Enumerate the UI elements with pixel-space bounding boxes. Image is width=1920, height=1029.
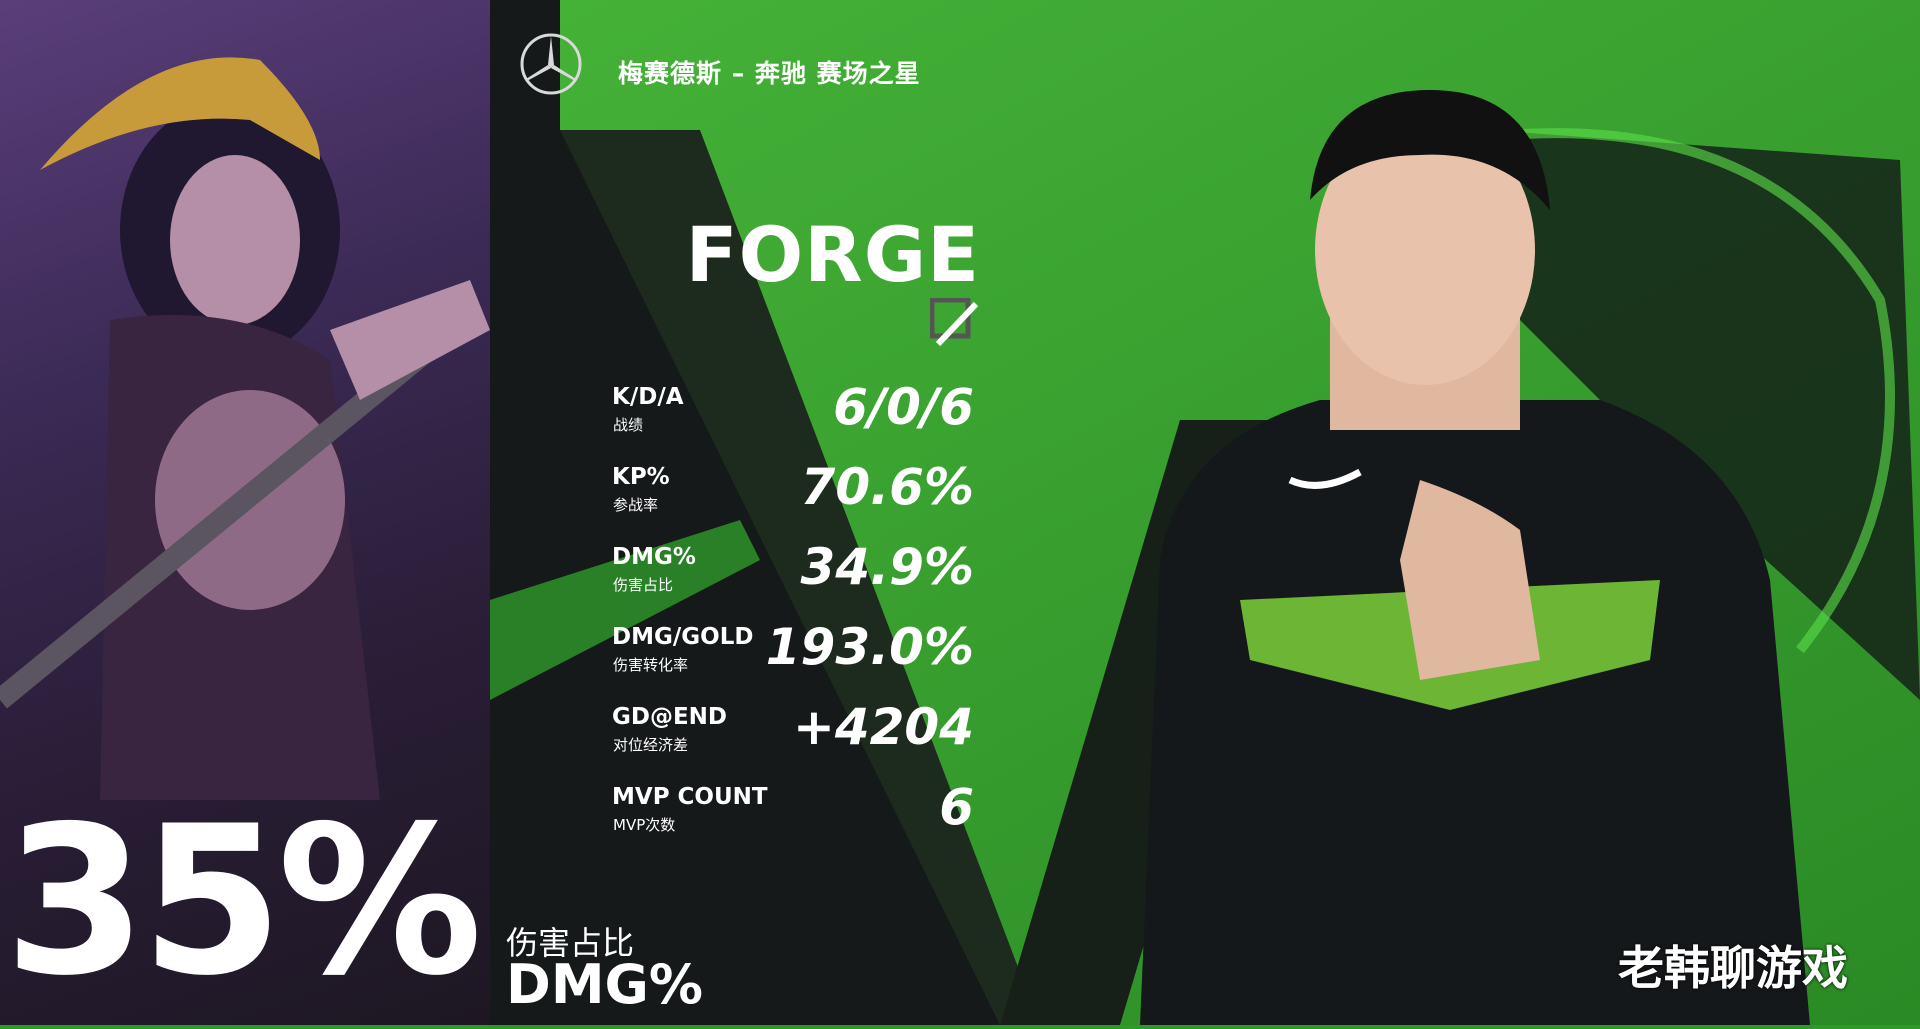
stat-value: 193.0%: [765, 618, 974, 676]
stat-mvp-count: MVP COUNT MVP次数 6: [612, 778, 974, 848]
stat-sublabel: 伤害占比: [613, 576, 674, 594]
stat-kda: K/D/A 战绩 6/0/6: [612, 378, 974, 448]
stat-sublabel: 对位经济差: [613, 736, 689, 754]
sponsor-title: 梅赛德斯 – 奔驰 赛场之星: [618, 59, 921, 88]
stat-label: GD@END: [612, 704, 728, 730]
player-name: FORGE: [685, 210, 980, 299]
mercedes-benz-star-icon: [520, 33, 582, 95]
stat-value: 6: [939, 778, 974, 836]
stat-value: +4204: [792, 698, 974, 756]
stat-dmg-share: DMG% 伤害占比 34.9%: [612, 538, 974, 608]
champion-splash-art: [0, 0, 490, 1025]
stat-label: MVP COUNT: [612, 784, 768, 810]
stat-value: 70.6%: [800, 458, 974, 516]
stat-sublabel: MVP次数: [613, 816, 676, 834]
stat-kp: KP% 参战率 70.6%: [612, 458, 974, 528]
champion-figure: [0, 57, 490, 800]
stat-gd-end: GD@END 对位经济差 +4204: [612, 698, 974, 768]
stat-sublabel: 伤害转化率: [613, 656, 689, 674]
stat-label: K/D/A: [612, 384, 684, 410]
player-photo: [1120, 60, 1820, 1025]
stat-value: 6/0/6: [833, 378, 974, 436]
stat-label: DMG%: [612, 544, 696, 570]
stat-dmg-gold: DMG/GOLD 伤害转化率 193.0%: [612, 618, 974, 688]
stat-label: DMG/GOLD: [612, 624, 754, 650]
slash-icon: [930, 298, 979, 347]
highlight-label-en: DMG%: [506, 953, 703, 1016]
stat-sublabel: 参战率: [613, 496, 659, 514]
highlight-label-cn: 伤害占比: [506, 924, 635, 962]
highlight-value: 35%: [4, 783, 483, 1021]
stat-value: 34.9%: [800, 538, 974, 596]
stat-sublabel: 战绩: [613, 416, 644, 434]
watermark: 老韩聊游戏: [1618, 941, 1848, 995]
stat-label: KP%: [612, 464, 670, 490]
